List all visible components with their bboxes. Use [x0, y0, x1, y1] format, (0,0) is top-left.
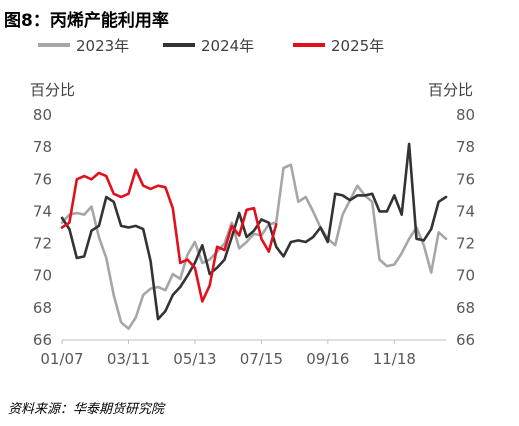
x-tick-label: 03/11 — [107, 350, 150, 368]
y-tick-left: 66 — [33, 331, 52, 349]
y-tick-right: 76 — [456, 170, 475, 188]
y-axis-unit-left: 百分比 — [30, 81, 75, 99]
x-tick-label: 11/18 — [373, 350, 416, 368]
y-tick-right: 80 — [456, 106, 475, 124]
y-tick-left: 68 — [33, 299, 52, 317]
y-tick-right: 70 — [456, 267, 475, 285]
legend-label-3: 2025年 — [331, 37, 384, 55]
y-tick-left: 72 — [33, 235, 52, 253]
legend-label-1: 2023年 — [76, 37, 129, 55]
y-axis-left: 66 68 70 72 74 76 78 80 — [33, 106, 52, 349]
series-line-3 — [60, 168, 278, 303]
legend: 2023年 2024年 2025年 — [38, 37, 384, 55]
y-tick-right: 66 — [456, 331, 475, 349]
legend-label-2: 2024年 — [201, 37, 254, 55]
x-tick-label: 05/13 — [173, 350, 216, 368]
y-axis-right: 66 68 70 72 74 76 78 80 — [456, 106, 475, 349]
x-axis: 01/07 03/11 05/13 07/15 09/16 11/18 — [40, 340, 416, 368]
y-axis-unit-right: 百分比 — [428, 81, 473, 99]
x-tick-label: 07/15 — [240, 350, 283, 368]
y-tick-right: 78 — [456, 138, 475, 156]
source-note: 资料来源：华泰期货研究院 — [8, 402, 165, 417]
chart-title: 图8：丙烯产能利用率 — [4, 11, 169, 31]
y-tick-left: 78 — [33, 138, 52, 156]
y-tick-left: 76 — [33, 170, 52, 188]
y-tick-right: 72 — [456, 235, 475, 253]
series-line-2 — [60, 142, 448, 321]
x-tick-label: 01/07 — [40, 350, 83, 368]
y-tick-left: 70 — [33, 267, 52, 285]
y-tick-right: 74 — [456, 202, 475, 220]
x-tick-label: 09/16 — [306, 350, 349, 368]
series-group — [60, 142, 448, 330]
series-line-1 — [60, 163, 448, 330]
y-tick-left: 80 — [33, 106, 52, 124]
y-tick-right: 68 — [456, 299, 475, 317]
y-tick-left: 74 — [33, 202, 52, 220]
